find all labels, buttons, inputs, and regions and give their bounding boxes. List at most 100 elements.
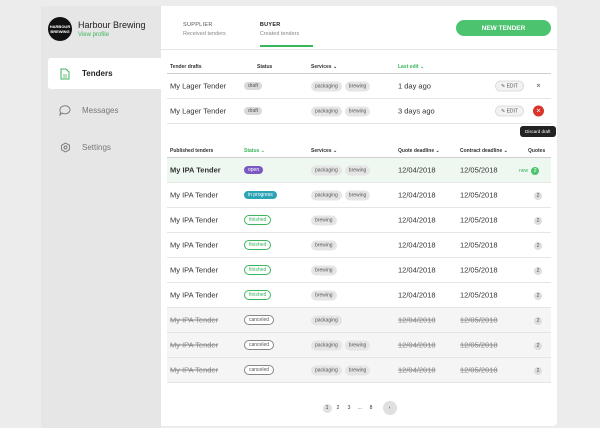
edit-button[interactable]: ✎ EDIT [495,105,524,117]
col-contract-deadline[interactable]: Contract deadline ⌄ [460,148,508,154]
tender-name: My IPA Tender [170,165,221,175]
table-row[interactable]: My IPA Tender finished brewing 12/04/2018 12… [167,208,551,233]
col-services-label: Services [311,63,332,70]
status-badge: finished [244,215,272,225]
pencil-icon: ✎ [501,108,506,114]
quote-deadline: 12/04/2018 [398,315,436,325]
service-tag: packaging [311,81,342,92]
discard-tooltip: Discard draft [520,126,556,137]
page-1[interactable]: 1 [322,403,332,413]
tender-name: My IPA Tender [170,240,219,250]
quote-deadline: 12/04/2018 [398,215,436,225]
table-header: Published tenders Status ⌄ Services ⌄ Qu… [167,144,551,158]
edit-label: EDIT [506,83,518,89]
last-edit: 1 day ago [398,81,431,91]
contract-deadline: 12/05/2018 [460,340,498,350]
table-row[interactable]: My IPA Tender finished brewing 12/04/2018 12… [167,283,551,308]
contract-deadline: 12/05/2018 [460,365,498,375]
status-badge: finished [244,265,272,275]
status-badge: draft [244,82,263,90]
new-label: new [519,168,529,174]
quotes-count: 2 [534,365,542,375]
table-row[interactable]: My IPA Tender canceled packaging brewing 12/… [167,333,551,358]
service-tag: brewing [344,165,371,176]
contract-deadline: 12/05/2018 [460,315,498,325]
next-page-button[interactable]: › [382,401,397,415]
services-tags: brewing [311,290,340,301]
service-tag: packaging [311,365,342,376]
table-row[interactable]: My Lager Tender draft packaging brewing 3… [167,99,551,124]
sidebar-item-label: Messages [82,106,119,115]
service-tag: brewing [344,190,371,201]
status-badge: finished [244,240,272,250]
col-quote-deadline[interactable]: Quote deadline ⌄ [398,148,440,154]
chevron-down-icon: ⌄ [332,147,338,154]
service-tag: packaging [311,340,342,351]
edit-button[interactable]: ✎ EDIT [495,80,524,92]
quotes-badge: 2 [531,167,540,175]
status-badge: canceled [244,340,275,350]
quotes-count: 2 [534,315,542,325]
service-tag: brewing [344,81,371,92]
page-3[interactable]: 3 [347,405,351,411]
discard-draft-button[interactable]: ✕ [533,105,544,117]
view-profile-link[interactable]: View profile [78,32,109,38]
col-status-label: Status [244,147,260,154]
service-tag: packaging [311,165,342,176]
col-services[interactable]: Services ⌄ [311,148,337,154]
tab-title: BUYER [259,22,281,28]
contract-deadline: 12/05/2018 [460,240,498,250]
col-last-edit[interactable]: Last edit ⌄ [398,64,424,70]
page-2[interactable]: 2 [336,405,340,411]
col-name: Published tenders [170,147,214,154]
status-badge: in progress [244,191,277,199]
quotes-badge: 2 [534,242,542,250]
table-row[interactable]: My Lager Tender draft packaging brewing 1… [167,74,551,99]
logo-text: HARBOUR BREWING [49,24,71,34]
col-name: Tender drafts [170,63,202,70]
last-edit: 3 days ago [398,106,435,116]
close-icon: ✕ [535,83,542,90]
company-name: Harbour Brewing [78,20,146,30]
chevron-down-icon: ⌄ [419,63,425,70]
tender-name: My IPA Tender [170,315,219,325]
col-last-edit-label: Last edit [398,63,419,70]
quotes-badge: 2 [534,292,542,300]
service-tag: packaging [311,190,342,201]
tab-buyer[interactable]: BUYER Created tenders [259,22,314,47]
pagination: 1 2 3 ... 8 › [161,401,557,415]
col-services[interactable]: Services ⌄ [311,64,337,70]
quote-deadline: 12/04/2018 [398,265,436,275]
table-row[interactable]: My IPA Tender finished brewing 12/04/2018 12… [167,258,551,283]
quotes-badge: 2 [534,217,542,225]
col-services-label: Services [311,147,332,154]
services-tags: packaging brewing [311,106,373,117]
quote-deadline: 12/04/2018 [398,340,436,350]
table-row[interactable]: My IPA Tender open packaging brewing 12/04/2… [167,158,551,183]
edit-label: EDIT [506,108,518,114]
sidebar-item-label: Tenders [82,69,113,78]
page-ellipsis: ... [357,405,363,411]
col-status[interactable]: Status ⌄ [244,148,265,154]
services-tags: brewing [311,215,340,226]
tab-supplier[interactable]: SUPPLIER Received tenders [183,22,226,47]
table-row[interactable]: My IPA Tender finished brewing 12/04/2018 12… [167,233,551,258]
company-logo: HARBOUR BREWING [48,17,72,41]
page-8[interactable]: 8 [369,405,373,411]
quotes-badge: 2 [534,192,542,200]
services-tags: packaging brewing [311,81,373,92]
service-tag: brewing [311,290,337,301]
col-contract-label: Contract deadline [460,147,503,154]
table-row[interactable]: My IPA Tender canceled packaging brewing 12/… [167,358,551,383]
discard-draft-button[interactable]: ✕ [533,81,544,92]
sidebar-item-settings[interactable]: Settings [48,132,161,163]
quote-deadline: 12/04/2018 [398,190,436,200]
table-row[interactable]: My IPA Tender in progress packaging brewing… [167,183,551,208]
table-row[interactable]: My IPA Tender canceled packaging 12/04/2018… [167,308,551,333]
new-tender-button[interactable]: NEW TENDER [456,20,551,36]
tender-name: My IPA Tender [170,290,219,300]
status-badge: draft [244,107,263,115]
sidebar-item-messages[interactable]: Messages [48,95,161,126]
sidebar-item-tenders[interactable]: Tenders [48,58,161,89]
tender-name: My Lager Tender [170,106,227,116]
